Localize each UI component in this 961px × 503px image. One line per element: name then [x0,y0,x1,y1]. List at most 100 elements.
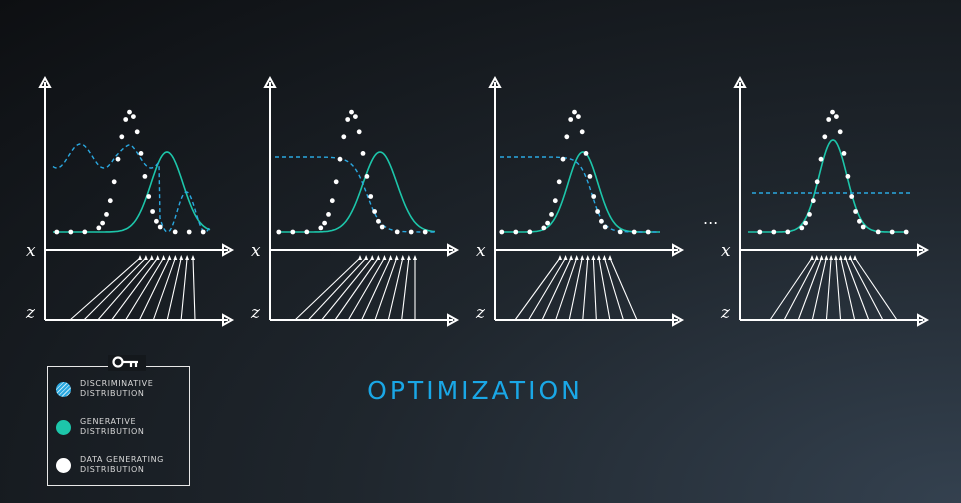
mapping-arrow [840,257,856,321]
data-point [631,229,637,235]
legend-label-generative: GENERATIVE DISTRIBUTION [80,417,145,436]
data-point [115,156,121,162]
panel-1: xz [25,75,235,327]
data-point [337,156,343,162]
data-point [579,129,585,135]
mapping-arrow [844,257,870,321]
data-point [560,156,566,162]
mapping-arrow [769,257,813,321]
mapping-arrow [811,257,827,321]
mapping-arrow-head [364,255,369,260]
data-point [568,117,574,122]
data-point [54,229,60,235]
data-point [591,194,597,199]
mapping-arrow-head [413,255,417,260]
data-point [119,134,125,140]
mapping-arrow-head [829,255,834,260]
mapping-arrow-head [394,255,399,260]
mapping-arrow [568,257,583,321]
mapping-arrow [138,257,170,321]
mapping-arrow-head [143,255,148,260]
data-point [333,179,339,185]
mapping-arrow [835,257,842,321]
mapping-arrow-head [574,255,579,260]
data-point [830,109,835,115]
data-point [860,224,866,230]
data-point [376,218,381,224]
data-point [583,151,589,156]
data-point [349,109,354,115]
data-point [599,218,604,224]
data-point [157,224,163,230]
data-point [394,229,400,235]
data-point [617,229,623,235]
generative-curve [748,139,905,233]
data-point [849,194,855,199]
mapping-arrow-head [848,255,853,260]
data-point [853,209,858,214]
mapping-arrow-head [833,255,838,260]
data-point [304,229,310,235]
mapping-arrow-head [173,255,178,260]
mapping-arrow [125,257,165,321]
panel-4: xz [720,75,930,327]
data-point [341,134,347,140]
mapping-arrow-head [376,255,381,260]
data-point [150,209,156,214]
mapping-arrow [321,257,373,321]
legend-box: DISCRIMINATIVE DISTRIBUTION GENERATIVE D… [47,355,190,486]
mapping-arrow [307,257,367,321]
z-axis-label: z [720,303,731,323]
data-point [513,229,519,235]
z-axis-label: z [25,303,36,323]
mapping-arrow [347,257,385,321]
data-point [549,212,554,217]
mapping-arrow [582,257,589,321]
mapping-arrow-head [358,255,362,260]
data-point [602,224,608,230]
generative-curve [278,151,436,233]
data-point [368,194,374,199]
mapping-arrow-head [382,255,387,260]
mapping-arrow [514,257,561,321]
data-point [379,224,385,230]
data-point [326,212,331,217]
data-point [645,229,651,235]
x-axis-arrow-icon [917,243,930,257]
data-point [142,174,148,179]
data-point [841,151,847,156]
mapping-arrow-head [585,255,590,260]
mapping-arrow-head [167,255,172,260]
data-point [803,220,808,226]
discriminative-curve [52,143,211,233]
data-point [318,225,324,231]
mapping-arrow [361,257,392,321]
mapping-arrow-head [155,255,160,260]
data-point [785,229,791,235]
discriminative-curve [275,156,435,233]
data-point [200,229,206,235]
mapping-arrow-head [191,255,195,260]
data-point [903,229,909,235]
mapping-arrow-head [580,255,585,260]
mapping-arrow-head [608,255,612,260]
data-point [572,109,577,115]
z-axis-arrow-icon [672,313,685,327]
data-point [104,212,109,217]
generative-curve [53,151,211,233]
data-point [826,117,832,122]
data-point [364,174,370,179]
data-point [356,129,362,135]
mapping-arrow [528,257,567,321]
key-icon [108,355,146,371]
data-point [818,156,824,162]
x-axis-arrow-icon [447,243,460,257]
data-point [138,151,144,156]
mapping-arrow [387,257,404,321]
data-point [111,179,117,185]
mapping-arrow-head [814,255,819,260]
data-dot-icon [56,457,71,473]
mapping-arrow [609,257,638,321]
mapping-arrow-head [819,255,824,260]
